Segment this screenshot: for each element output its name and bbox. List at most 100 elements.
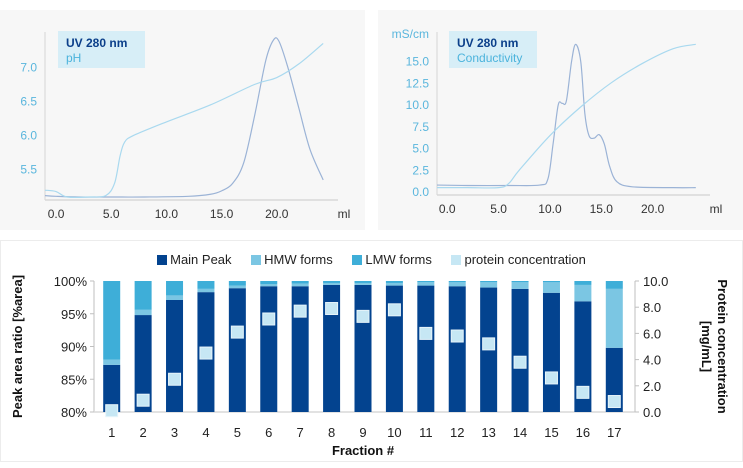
protein-concentration-marker (513, 355, 527, 369)
bar-main-peak (385, 285, 403, 412)
legend-item-main-peak: Main Peak (157, 252, 232, 267)
bar-main-peak (511, 288, 529, 412)
bar-main-peak (166, 299, 184, 412)
x-tick-label: 11 (419, 425, 433, 440)
protein-concentration-marker (387, 303, 401, 317)
bar-hmw-forms (134, 309, 152, 316)
bar-lmw-forms (291, 281, 309, 284)
ph-chart-x-tick-label: 20.0 (265, 207, 289, 221)
ph-chart-x-tick-label: 5.0 (103, 207, 120, 221)
conductivity-chart-y-tick-label: 15.0 (406, 55, 430, 69)
legend-item-hmw: HMW forms (251, 252, 333, 267)
protein-concentration-marker (544, 371, 558, 385)
bar-hmw-forms (511, 282, 529, 289)
x-tick-label: 1 (108, 425, 115, 440)
legend-label: Main Peak (170, 252, 232, 267)
bar-hmw-forms (197, 288, 215, 293)
protein-concentration-marker (168, 372, 182, 386)
bar-main-peak (103, 364, 121, 412)
bar-main-peak (260, 286, 278, 412)
bar-main-peak (417, 285, 435, 412)
x-tick-label: 14 (513, 425, 527, 440)
bar-lmw-forms (228, 281, 246, 286)
ph-chart-series-ph (44, 42, 324, 199)
x-tick-label: 4 (202, 425, 209, 440)
legend-item-lmw: LMW forms (352, 252, 432, 267)
right-y-tick-label: 8.0 (643, 300, 661, 315)
ph-chart-y-tick-label: 7.0 (20, 60, 37, 74)
conductivity-chart-y-tick-label: 2.5 (412, 163, 429, 177)
protein-concentration-marker (576, 385, 590, 399)
legend-label: protein concentration (464, 252, 586, 267)
ph-chart-y-tick-label: 6.5 (20, 94, 37, 108)
legend-ph-label: pH (66, 51, 82, 65)
x-tick-label: 15 (544, 425, 558, 440)
x-tick-label: 5 (234, 425, 241, 440)
bar-lmw-forms (448, 281, 466, 283)
right-y-tick-label: 6.0 (643, 326, 661, 341)
protein-concentration-marker (607, 395, 621, 409)
protein-concentration-marker (419, 326, 433, 340)
legend-swatch (352, 255, 363, 265)
bar-main-peak (542, 292, 560, 412)
bar-lmw-forms (197, 281, 215, 289)
bar-lmw-forms (417, 281, 435, 283)
left-y-tick-label: 95% (61, 307, 87, 322)
conductivity-chart-y-tick-label: 12.5 (406, 76, 430, 90)
conductivity-chart-x-tick-label: 20.0 (641, 202, 665, 216)
legend-uv-label: UV 280 nm (457, 36, 519, 50)
bar-lmw-forms (260, 281, 278, 285)
bar-lmw-forms (354, 281, 372, 283)
bar-hmw-forms (605, 288, 623, 348)
protein-concentration-marker (230, 325, 244, 339)
conductivity-chart-series-uv-280-nm (436, 43, 696, 189)
conductivity-chart-x-tick-label: 10.0 (538, 202, 562, 216)
protein-concentration-marker (450, 329, 464, 343)
right-y-tick-label: 0.0 (643, 405, 661, 420)
legend-item-protein-concentration: protein concentration (451, 252, 586, 267)
x-tick-label: 3 (171, 425, 178, 440)
protein-concentration-marker (262, 312, 276, 326)
x-tick-label: 9 (359, 425, 366, 440)
bar-lmw-forms (542, 281, 560, 283)
left-y-tick-label: 80% (61, 405, 87, 420)
bar-hmw-forms (448, 282, 466, 287)
left-y-tick-label: 100% (54, 274, 88, 289)
protein-concentration-marker (105, 404, 119, 418)
x-axis-title: Fraction # (332, 443, 395, 458)
bar-lmw-forms (166, 281, 184, 296)
legend-uv-label: UV 280 nm (66, 36, 128, 50)
bar-hmw-forms (291, 283, 309, 287)
ph-chart-x-tick-label: 10.0 (155, 207, 179, 221)
bar-hmw-forms (542, 282, 560, 293)
conductivity-chart-series-conductivity (436, 43, 696, 189)
x-tick-label: 12 (450, 425, 464, 440)
conductivity-chart-y-tick-label: 0.0 (412, 185, 429, 199)
bar-main-peak (228, 288, 246, 412)
legend-label: LMW forms (365, 252, 432, 267)
protein-concentration-marker (482, 337, 496, 351)
bar-main-peak (323, 284, 341, 412)
bar-lmw-forms (134, 281, 152, 310)
bar-main-peak (574, 301, 592, 412)
bar-lmw-forms (323, 281, 341, 283)
bar-hmw-forms (260, 284, 278, 287)
bar-lmw-forms (605, 281, 623, 289)
x-tick-label: 10 (387, 425, 401, 440)
bar-main-peak (134, 315, 152, 412)
bar-hmw-forms (354, 282, 372, 285)
protein-concentration-marker (136, 393, 150, 407)
x-tick-label: 6 (265, 425, 272, 440)
bar-hmw-forms (574, 284, 592, 302)
ph-chart-legend: UV 280 nm pH (58, 31, 145, 68)
bar-lmw-forms (103, 281, 121, 360)
conductivity-chart-y-tick-label: 5.0 (412, 142, 429, 156)
conductivity-chart-y-tick-label: 7.5 (412, 120, 429, 134)
protein-concentration-marker (356, 309, 370, 323)
bar-main-peak (354, 284, 372, 412)
legend-swatch (451, 255, 462, 265)
x-tick-label: 7 (297, 425, 304, 440)
bar-hmw-forms (480, 282, 498, 288)
x-tick-label: 8 (328, 425, 335, 440)
